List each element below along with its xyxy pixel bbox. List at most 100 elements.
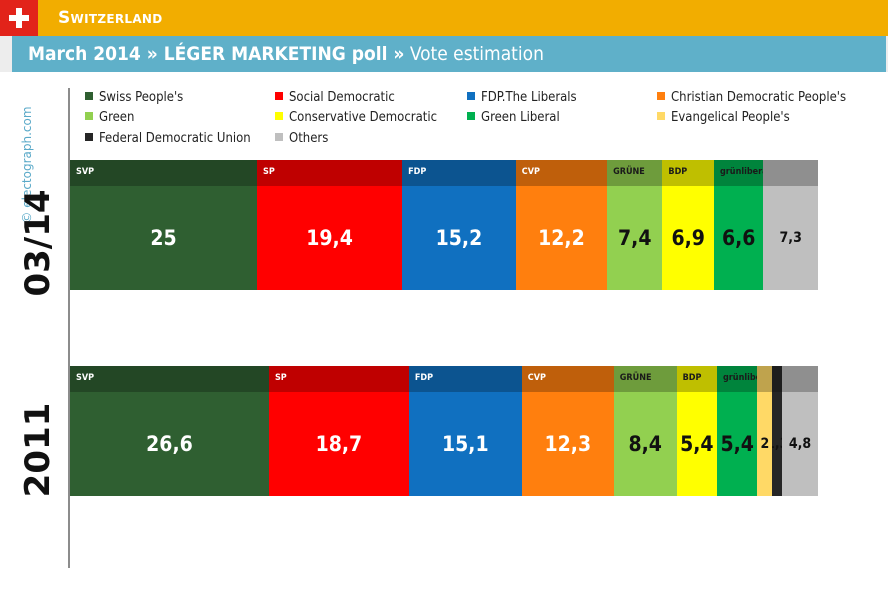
data-label: 7,4 [618,226,652,250]
data-label: 5,4 [680,432,714,456]
party-logo-fdp-the-liberals: FDP [414,373,434,383]
bar-segment-green: GRÜNE 8,4 [613,366,677,496]
bar-segment-green-liberal: grünliberale 5,4 [717,366,758,496]
party-logo-strip [782,366,818,392]
party-logo-social-democratic: SP [263,167,275,177]
legend-label: Christian Democratic People's [671,90,847,105]
data-label: 25 [150,226,177,250]
legend-swatch [275,112,283,120]
country-title: Switzerland [58,8,163,28]
legend-swatch [657,112,665,120]
legend-item-swiss-people-s: Swiss People's [85,90,183,108]
party-logo-strip: FDP [408,366,522,392]
bar-segment-christian-democratic-people-s: CVP 12,3 [521,366,614,496]
legend-label: Green Liberal [481,110,560,125]
data-label: 5,4 [720,432,754,456]
party-logo-social-democratic: SP [274,373,287,383]
data-label: 19,4 [306,226,353,250]
top-banner: Switzerland [0,0,888,36]
data-label: 15,2 [435,226,483,250]
legend-swatch [85,92,93,100]
party-logo-swiss-people-s: SVP [76,373,95,383]
data-label: 6,6 [721,226,756,250]
party-logo-strip: grünliberale [714,160,764,186]
bar-row-2011: SVP 26,6 SP 18,7 FDP 15,1 CVP 12,3 GRÜNE 8,4 BDP 5,… [70,366,820,496]
chart-subtitle: March 2014 » LÉGER MARKETING poll » Vote… [28,43,544,65]
legend-swatch [85,133,93,141]
bar-segment-others: 7,3 [763,160,818,290]
bar-segment-evangelical-people-s: 2 [757,366,773,496]
bar-segment-fdp-the-liberals: FDP 15,2 [402,160,516,290]
party-logo-fdp-the-liberals: FDP [408,167,427,177]
party-logo-strip: grünliberale [717,366,758,392]
data-label: 18,7 [315,432,363,456]
legend-label: Federal Democratic Union [99,131,251,146]
legend-label: Swiss People's [99,90,184,105]
legend-item-green: Green [85,110,134,128]
legend-label: Others [289,131,329,146]
party-logo-strip: BDP [676,366,718,392]
data-label: 6,9 [671,226,705,250]
bar-segment-conservative-democratic: BDP 5,4 [676,366,718,496]
legend-label: Green [99,110,135,125]
party-logo-strip: GRÜNE [613,366,677,392]
legend-item-federal-democratic-union: Federal Democratic Union [85,131,251,149]
party-logo-green-liberal: grünliberale [723,373,757,383]
legend-label: Social Democratic [289,90,395,105]
data-label: 1,3 [772,436,782,452]
party-logo-strip [757,366,773,392]
bar-segment-social-democratic: SP 18,7 [268,366,409,496]
bar-segment-swiss-people-s: SVP 25 [70,160,257,290]
legend-swatch [85,112,93,120]
bar-segment-others: 4,8 [782,366,818,496]
party-logo-strip [772,366,783,392]
bar-segment-green-liberal: grünliberale 6,6 [714,160,764,290]
data-label: 12,3 [544,432,592,456]
legend-item-green-liberal: Green Liberal [467,110,560,128]
axis-line [68,88,70,568]
party-logo-conservative-democratic: BDP [682,373,702,383]
party-logo-strip: SVP [70,160,257,186]
bar-segment-green: GRÜNE 7,4 [607,160,663,290]
legend-swatch [657,92,665,100]
legend-item-fdp-the-liberals: FDP.The Liberals [467,90,577,108]
data-label: 4,8 [788,436,812,452]
row-label-03-14: 03/14 [18,189,58,297]
subtitle-rest: Vote estimation [404,43,544,65]
legend-label: Evangelical People's [671,110,790,125]
legend-item-christian-democratic-people-s: Christian Democratic People's [657,90,846,108]
legend-swatch [467,92,475,100]
data-label: 15,1 [442,432,489,456]
party-logo-strip [763,160,818,186]
legend-swatch [275,133,283,141]
party-logo-christian-democratic-people-s: CVP [527,373,546,383]
swiss-flag-icon [0,0,38,36]
data-label: 12,2 [538,226,585,250]
bar-row-03-14: SVP 25 SP 19,4 FDP 15,2 CVP 12,2 GRÜNE 7,4 BDP 6,9 g… [70,160,820,290]
data-label: 2 [760,436,770,452]
party-logo-green: GRÜNE [613,167,645,177]
party-logo-strip: FDP [402,160,516,186]
legend-label: FDP.The Liberals [481,90,577,105]
bar-segment-swiss-people-s: SVP 26,6 [70,366,269,496]
bar-segment-fdp-the-liberals: FDP 15,1 [408,366,522,496]
party-logo-strip: SP [268,366,409,392]
bar-segment-federal-democratic-union: 1,3 [772,366,783,496]
legend-label: Conservative Democratic [289,110,438,125]
party-logo-strip: SP [257,160,403,186]
party-logo-conservative-democratic: BDP [668,167,688,177]
data-label: 8,4 [628,432,662,456]
party-logo-green-liberal: grünliberale [720,167,763,177]
party-logo-strip: CVP [521,366,614,392]
party-logo-strip: GRÜNE [607,160,663,186]
party-logo-strip: SVP [70,366,269,392]
legend-swatch [275,92,283,100]
legend-item-conservative-democratic: Conservative Democratic [275,110,437,128]
row-label-2011: 2011 [18,402,58,498]
data-label: 26,6 [146,432,193,456]
data-label: 7,3 [779,230,802,246]
legend-item-evangelical-people-s: Evangelical People's [657,110,790,128]
legend-swatch [467,112,475,120]
party-logo-swiss-people-s: SVP [76,167,95,177]
party-logo-strip: CVP [515,160,608,186]
